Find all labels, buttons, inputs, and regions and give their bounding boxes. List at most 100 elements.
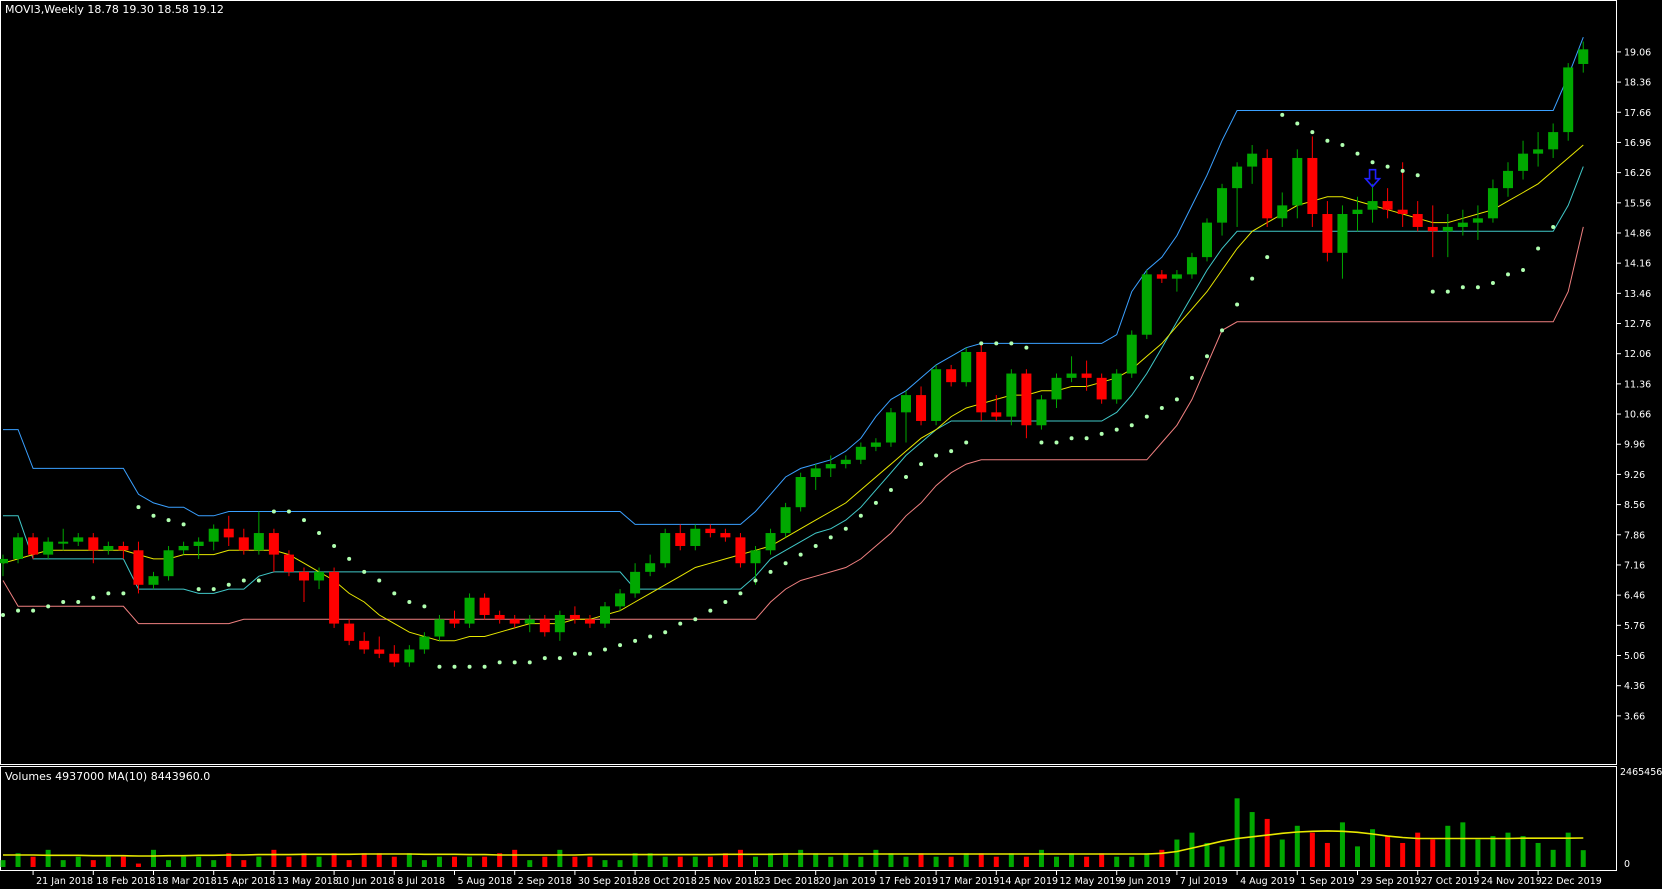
sar-dot (512, 660, 517, 665)
candle-body (359, 640, 370, 650)
time-tick-label: 2 Sep 2018 (518, 876, 572, 887)
candle-body (374, 649, 385, 654)
candle-body (524, 619, 535, 624)
candle-body (1382, 201, 1393, 210)
candle-body (1232, 166, 1243, 189)
candle-body (584, 619, 595, 624)
sar-dot (1370, 160, 1375, 165)
volume-bar (1400, 842, 1406, 867)
time-tick-label: 7 Jul 2019 (1180, 876, 1228, 887)
volume-bar (1475, 839, 1481, 867)
sar-dot (377, 578, 382, 583)
candle-body (750, 550, 761, 564)
candle-body (1518, 153, 1529, 171)
sar-dot (542, 656, 547, 661)
candle-body (28, 537, 39, 555)
time-tick-label: 29 Sep 2019 (1361, 876, 1421, 887)
sar-dot (1536, 246, 1541, 251)
sar-dot (1415, 173, 1420, 178)
sar-dot (572, 651, 577, 656)
candle-body (1081, 373, 1092, 378)
volume-bar (692, 856, 698, 867)
sar-dot (61, 600, 66, 605)
candle-body (1397, 209, 1408, 215)
volume-bar (948, 856, 954, 867)
volume-bar (1324, 842, 1330, 867)
price-tick-label: 5.76 (1624, 621, 1645, 632)
volume-bar (301, 853, 307, 867)
sar-dot (949, 449, 954, 454)
price-tick-label: 12.06 (1624, 349, 1651, 360)
volume-bar (181, 856, 187, 867)
time-tick-label: 10 Jun 2018 (337, 876, 394, 887)
candle-body (615, 593, 626, 607)
time-axis: 21 Jan 2018 18 Feb 2018 18 Mar 2018 15 Apr … (32, 871, 1602, 887)
time-tick-label: 30 Sep 2018 (578, 876, 638, 887)
volume-bar (1520, 836, 1526, 867)
sar-dot (467, 664, 472, 669)
volume-bar (1189, 832, 1195, 867)
volume-bar (0, 860, 6, 867)
time-tick-label: 28 Oct 2018 (638, 876, 697, 887)
candle-body (1051, 377, 1062, 400)
volume-bar (602, 860, 608, 867)
time-tick-label: 21 Jan 2018 (36, 876, 93, 887)
volume-bar (828, 856, 834, 867)
volume-bar (256, 856, 262, 867)
volume-ma-line (3, 830, 1584, 857)
sar-dot (527, 660, 532, 665)
sar-dot (151, 513, 156, 518)
sar-dot (798, 552, 803, 557)
candle-body (1442, 226, 1453, 232)
candle-body (1578, 49, 1589, 64)
candle-body (840, 459, 851, 465)
volume-pane-label: Volumes 4937000 MA(10) 8443960.0 (5, 770, 210, 783)
volume-bar (1264, 818, 1270, 867)
sar-dot (753, 578, 758, 583)
sar-dot (693, 617, 698, 622)
candle-body (314, 571, 325, 581)
volume-bar (391, 856, 397, 867)
sar-dot (181, 522, 186, 527)
candle-body (268, 533, 279, 555)
candle-body (675, 533, 686, 546)
time-tick-label: 4 Aug 2019 (1240, 876, 1295, 887)
sar-dot (1475, 285, 1480, 290)
time-tick-label: 12 May 2019 (1060, 876, 1122, 887)
sar-dot (738, 591, 743, 596)
volume-bar (467, 856, 473, 867)
candle-body (1548, 132, 1559, 150)
envelope-lower-line (2, 226, 1584, 625)
candle-body (283, 554, 294, 572)
volume-bar (557, 849, 563, 867)
sar-dot (16, 608, 21, 613)
price-tick-label: 19.06 (1624, 47, 1651, 58)
price-tick-label: 5.06 (1624, 651, 1645, 662)
volume-bar (361, 853, 367, 867)
volume-bar (1279, 839, 1285, 867)
volume-bar (1023, 856, 1029, 867)
volume-bar (45, 849, 51, 867)
candle-body (494, 614, 505, 620)
sar-dot (136, 505, 141, 510)
volume-bar (271, 849, 277, 867)
volume-bar (105, 856, 111, 867)
sar-dot (362, 569, 367, 574)
volume-bar (1309, 832, 1315, 867)
volume-bar (1565, 832, 1571, 867)
volume-bar (166, 860, 172, 867)
price-tick-label: 14.16 (1624, 259, 1651, 270)
sar-dot (934, 453, 939, 458)
time-tick-label: 23 Dec 2018 (759, 876, 820, 887)
volume-bar (753, 856, 758, 867)
candle-body (1186, 257, 1197, 275)
candle-body (931, 369, 942, 421)
sar-dot (1295, 121, 1300, 126)
sar-dot (1460, 285, 1465, 290)
volume-bar (482, 856, 488, 867)
candle-body (1307, 157, 1318, 215)
sar-dot (813, 543, 818, 548)
candle-body (539, 619, 550, 633)
candle-body (299, 571, 309, 581)
